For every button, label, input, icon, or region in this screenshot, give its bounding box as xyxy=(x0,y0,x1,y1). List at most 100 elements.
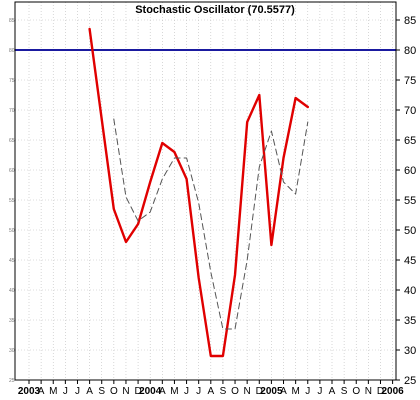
signal-point xyxy=(125,196,127,198)
stochastic-point xyxy=(89,28,91,30)
y-tick-label: 55 xyxy=(404,195,416,207)
signal-point xyxy=(295,193,297,195)
stochastic-point xyxy=(222,355,224,357)
y-tick-label-left: 55 xyxy=(9,198,15,204)
y-tick-label: 40 xyxy=(404,285,416,297)
stochastic-point xyxy=(307,106,309,108)
x-tick-label: S xyxy=(220,386,227,397)
x-tick-label: 2004 xyxy=(139,386,162,397)
y-axis-ticks: 25 25 30 30 35 35 40 40 45 45 50 50 55 55 60 60 65 65 70 70… xyxy=(9,15,416,387)
stochastic-point xyxy=(234,274,236,276)
stochastic-point xyxy=(125,241,127,243)
signal-point xyxy=(198,202,200,204)
x-tick-label: O xyxy=(231,386,239,397)
y-tick-label: 35 xyxy=(404,315,416,327)
y-tick-label: 70 xyxy=(404,105,416,117)
signal-point xyxy=(234,328,236,330)
x-tick-label: M xyxy=(291,386,299,397)
y-tick-label-left: 45 xyxy=(9,258,15,264)
x-tick-label: A xyxy=(38,386,45,397)
y-tick-label: 75 xyxy=(404,75,416,87)
x-tick-label: A xyxy=(329,386,336,397)
y-tick-label-left: 25 xyxy=(9,378,15,384)
stochastic-point xyxy=(137,223,139,225)
x-tick-label: S xyxy=(341,386,348,397)
x-tick-label: J xyxy=(63,386,68,397)
y-tick-label-left: 60 xyxy=(9,168,15,174)
x-tick-label: 2003 xyxy=(18,386,41,397)
y-tick-label: 60 xyxy=(404,165,416,177)
x-tick-label: N xyxy=(244,386,251,397)
y-tick-label-left: 80 xyxy=(9,48,15,54)
stochastic-point xyxy=(259,94,261,96)
signal-point xyxy=(149,211,151,213)
y-tick-label-left: 35 xyxy=(9,318,15,324)
stochastic-point xyxy=(295,97,297,99)
signal-point xyxy=(174,157,176,159)
x-tick-label: M xyxy=(170,386,178,397)
x-tick-label: N xyxy=(122,386,129,397)
y-tick-label-left: 85 xyxy=(9,18,15,24)
grid xyxy=(15,2,396,381)
x-tick-label: D xyxy=(377,386,384,397)
y-tick-label: 50 xyxy=(404,225,416,237)
y-tick-label: 85 xyxy=(404,15,416,27)
x-tick-label: J xyxy=(184,386,189,397)
x-tick-label: O xyxy=(110,386,118,397)
x-tick-label: J xyxy=(317,386,322,397)
y-tick-label: 80 xyxy=(404,45,416,57)
y-tick-label: 25 xyxy=(404,375,416,387)
x-tick-label: D xyxy=(134,386,141,397)
plot-frame xyxy=(14,1,397,381)
y-tick-label-left: 75 xyxy=(9,78,15,84)
x-tick-label: 2005 xyxy=(260,386,283,397)
stochastic-point xyxy=(271,244,273,246)
stochastic-point xyxy=(162,142,164,144)
x-tick-label: J xyxy=(305,386,310,397)
x-tick-label: M xyxy=(49,386,57,397)
signal-point xyxy=(259,166,261,168)
y-tick-label: 30 xyxy=(404,345,416,357)
x-tick-label: 2006 xyxy=(381,386,404,397)
x-tick-label: A xyxy=(207,386,214,397)
y-tick-label-left: 70 xyxy=(9,108,15,114)
y-tick-label-left: 65 xyxy=(9,138,15,144)
x-tick-label: D xyxy=(256,386,263,397)
x-tick-label: A xyxy=(280,386,287,397)
stochastic-point xyxy=(149,181,151,183)
stochastic-point xyxy=(198,277,200,279)
stochastic-point xyxy=(186,178,188,180)
stochastic-point xyxy=(210,355,212,357)
signal-line xyxy=(113,118,309,330)
signal-point xyxy=(186,157,188,159)
x-tick-label: O xyxy=(352,386,360,397)
stochastic-point xyxy=(283,157,285,159)
y-tick-label: 65 xyxy=(404,135,416,147)
y-tick-label: 45 xyxy=(404,255,416,267)
stochastic-line xyxy=(88,27,309,358)
series-layer xyxy=(88,27,309,358)
signal-point xyxy=(162,178,164,180)
y-tick-label-left: 50 xyxy=(9,228,15,234)
y-tick-label-left: 30 xyxy=(9,348,15,354)
x-tick-label: S xyxy=(98,386,105,397)
stochastic-point xyxy=(174,151,176,153)
x-tick-label: N xyxy=(365,386,372,397)
signal-point xyxy=(283,181,285,183)
x-tick-label: J xyxy=(75,386,80,397)
chart-title: Stochastic Oscillator (70.5577) xyxy=(135,4,295,16)
signal-point xyxy=(222,328,224,330)
x-tick-label: J xyxy=(196,386,201,397)
signal-point xyxy=(246,259,248,261)
stochastic-point xyxy=(246,121,248,123)
signal-point xyxy=(307,121,309,123)
x-tick-label: A xyxy=(86,386,93,397)
signal-point xyxy=(113,118,115,120)
stochastic-point xyxy=(113,208,115,210)
x-tick-label: A xyxy=(159,386,166,397)
signal-point xyxy=(137,220,139,222)
signal-point xyxy=(210,271,212,273)
